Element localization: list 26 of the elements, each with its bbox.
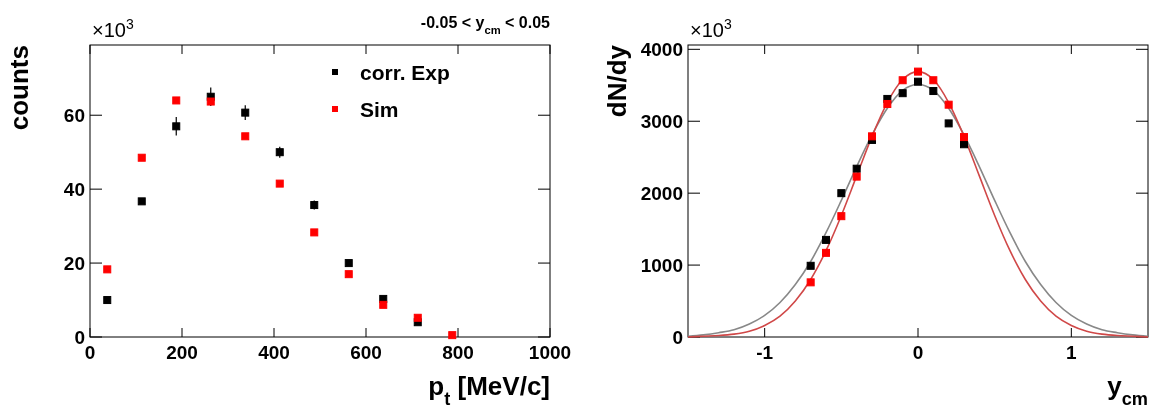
x-tick-label: -1: [756, 342, 774, 363]
y-tick-label: 3000: [640, 111, 683, 133]
x-axis-title: p$_{t}$ [MeV/c]: [428, 371, 550, 409]
x-tick-label: 0: [912, 342, 924, 363]
text: ×10$^{3}$: [690, 16, 732, 41]
y-tick-label: 40: [63, 179, 85, 201]
y-tick-label: 0: [672, 327, 683, 348]
x-tick-label: 1: [1066, 342, 1078, 363]
x-tick-label: 800: [442, 342, 474, 363]
x-tick-label: 200: [166, 342, 198, 363]
y-tick-label: 0: [74, 327, 85, 348]
y-tick-label: 20: [63, 253, 85, 275]
y-axis-title: counts: [4, 45, 34, 131]
y-tick-label: 60: [63, 105, 85, 127]
legend-label: Sim: [360, 98, 399, 121]
x-axis-title: y$_{cm}$: [1107, 371, 1148, 409]
x-tick-label: 600: [350, 342, 382, 363]
x-tick-label: 400: [258, 342, 290, 363]
y-axis-title: dN/dy: [602, 44, 632, 118]
chart-title: -0.05 < y$_{cm}$ < 0.05: [420, 14, 551, 36]
legend-label: corr. Exp: [360, 61, 450, 84]
y-tick-label: 4000: [640, 39, 683, 61]
x-tick-label: 1000: [528, 342, 572, 363]
y-tick-label: 2000: [640, 183, 683, 205]
y-tick-label: 1000: [640, 255, 683, 277]
text: ×10$^{3}$: [92, 16, 134, 41]
